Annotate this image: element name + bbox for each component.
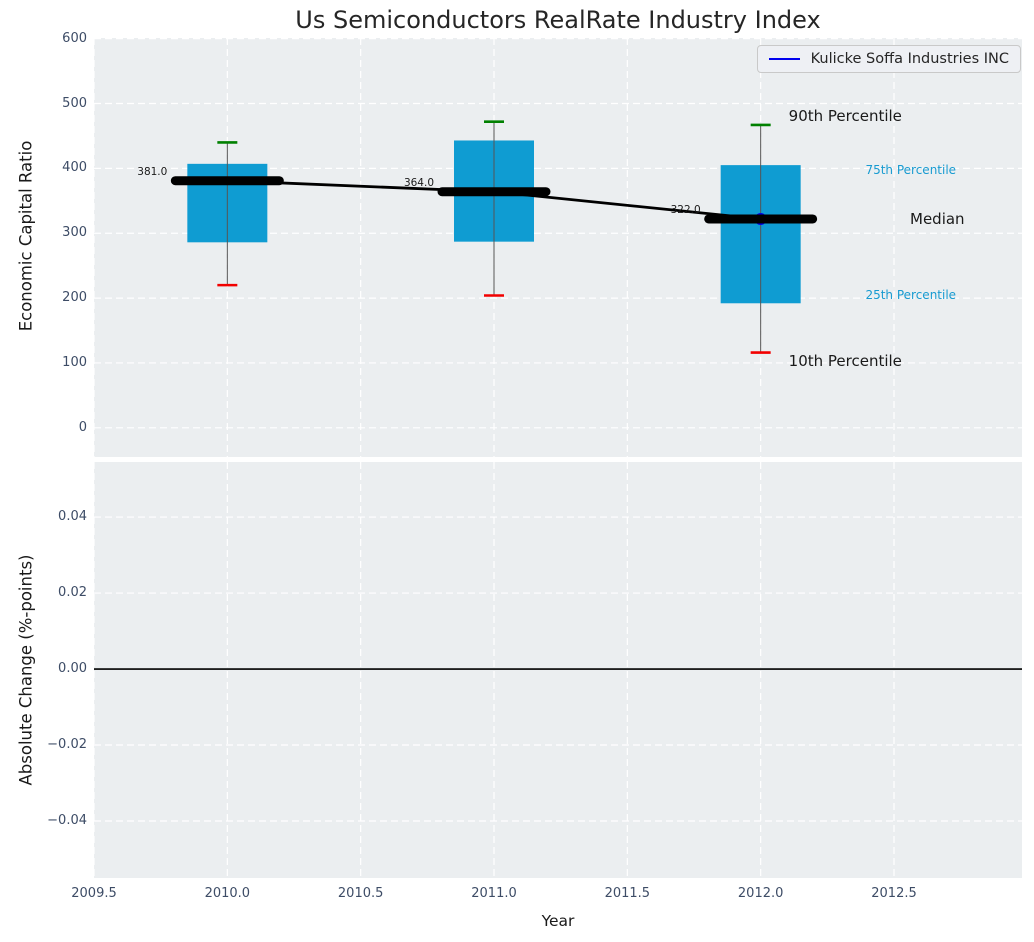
bottom-y-tick-label: −0.04 bbox=[47, 813, 87, 828]
median-value-label-2012: 322.0 bbox=[670, 203, 701, 216]
median-value-label-2010: 381.0 bbox=[137, 165, 168, 178]
median-value-label-2011: 364.0 bbox=[403, 176, 434, 189]
legend[interactable]: Kulicke Soffa Industries INC bbox=[756, 45, 1021, 73]
bottom-y-tick-label: −0.02 bbox=[47, 737, 87, 753]
annotation-75th-percentile: 75th Percentile bbox=[865, 162, 957, 177]
chart-title: Us Semiconductors RealRate Industry Inde… bbox=[295, 6, 821, 34]
annotation-10th-percentile: 10th Percentile bbox=[788, 352, 902, 370]
bottom-y-tick-label: 0.04 bbox=[58, 509, 87, 525]
annotation-25th-percentile: 25th Percentile bbox=[865, 287, 957, 302]
top-y-tick-label: 400 bbox=[62, 160, 87, 176]
x-tick-label: 2010.5 bbox=[337, 886, 384, 901]
x-tick-label: 2011.5 bbox=[604, 886, 651, 901]
x-tick-label: 2010.0 bbox=[204, 886, 251, 901]
legend-line-icon bbox=[768, 57, 800, 61]
x-tick-label: 2012.0 bbox=[737, 886, 784, 901]
bottom-y-tick-label: 0.02 bbox=[58, 585, 87, 601]
top-y-tick-label: 0 bbox=[78, 419, 87, 435]
top-axes-plot-area bbox=[94, 38, 1022, 457]
top-y-tick-label: 300 bbox=[62, 225, 87, 241]
x-tick-label: 2009.5 bbox=[71, 886, 117, 901]
top-y-tick-label: 200 bbox=[62, 290, 87, 306]
annotation-median: Median bbox=[910, 209, 965, 228]
top-y-tick-label: 600 bbox=[62, 30, 87, 46]
top-y-tick-label: 500 bbox=[62, 95, 87, 111]
x-tick-label: 2012.5 bbox=[871, 886, 917, 901]
top-y-tick-label: 100 bbox=[62, 354, 87, 370]
legend-label: Kulicke Soffa Industries INC bbox=[810, 51, 1009, 67]
bottom-axes-plot-area bbox=[94, 462, 1022, 878]
bottom-y-tick-label: 0.00 bbox=[58, 661, 87, 677]
annotation-90th-percentile: 90th Percentile bbox=[788, 106, 902, 125]
x-tick-label: 2011.0 bbox=[471, 886, 517, 901]
x-axis-label: Year bbox=[541, 912, 575, 930]
